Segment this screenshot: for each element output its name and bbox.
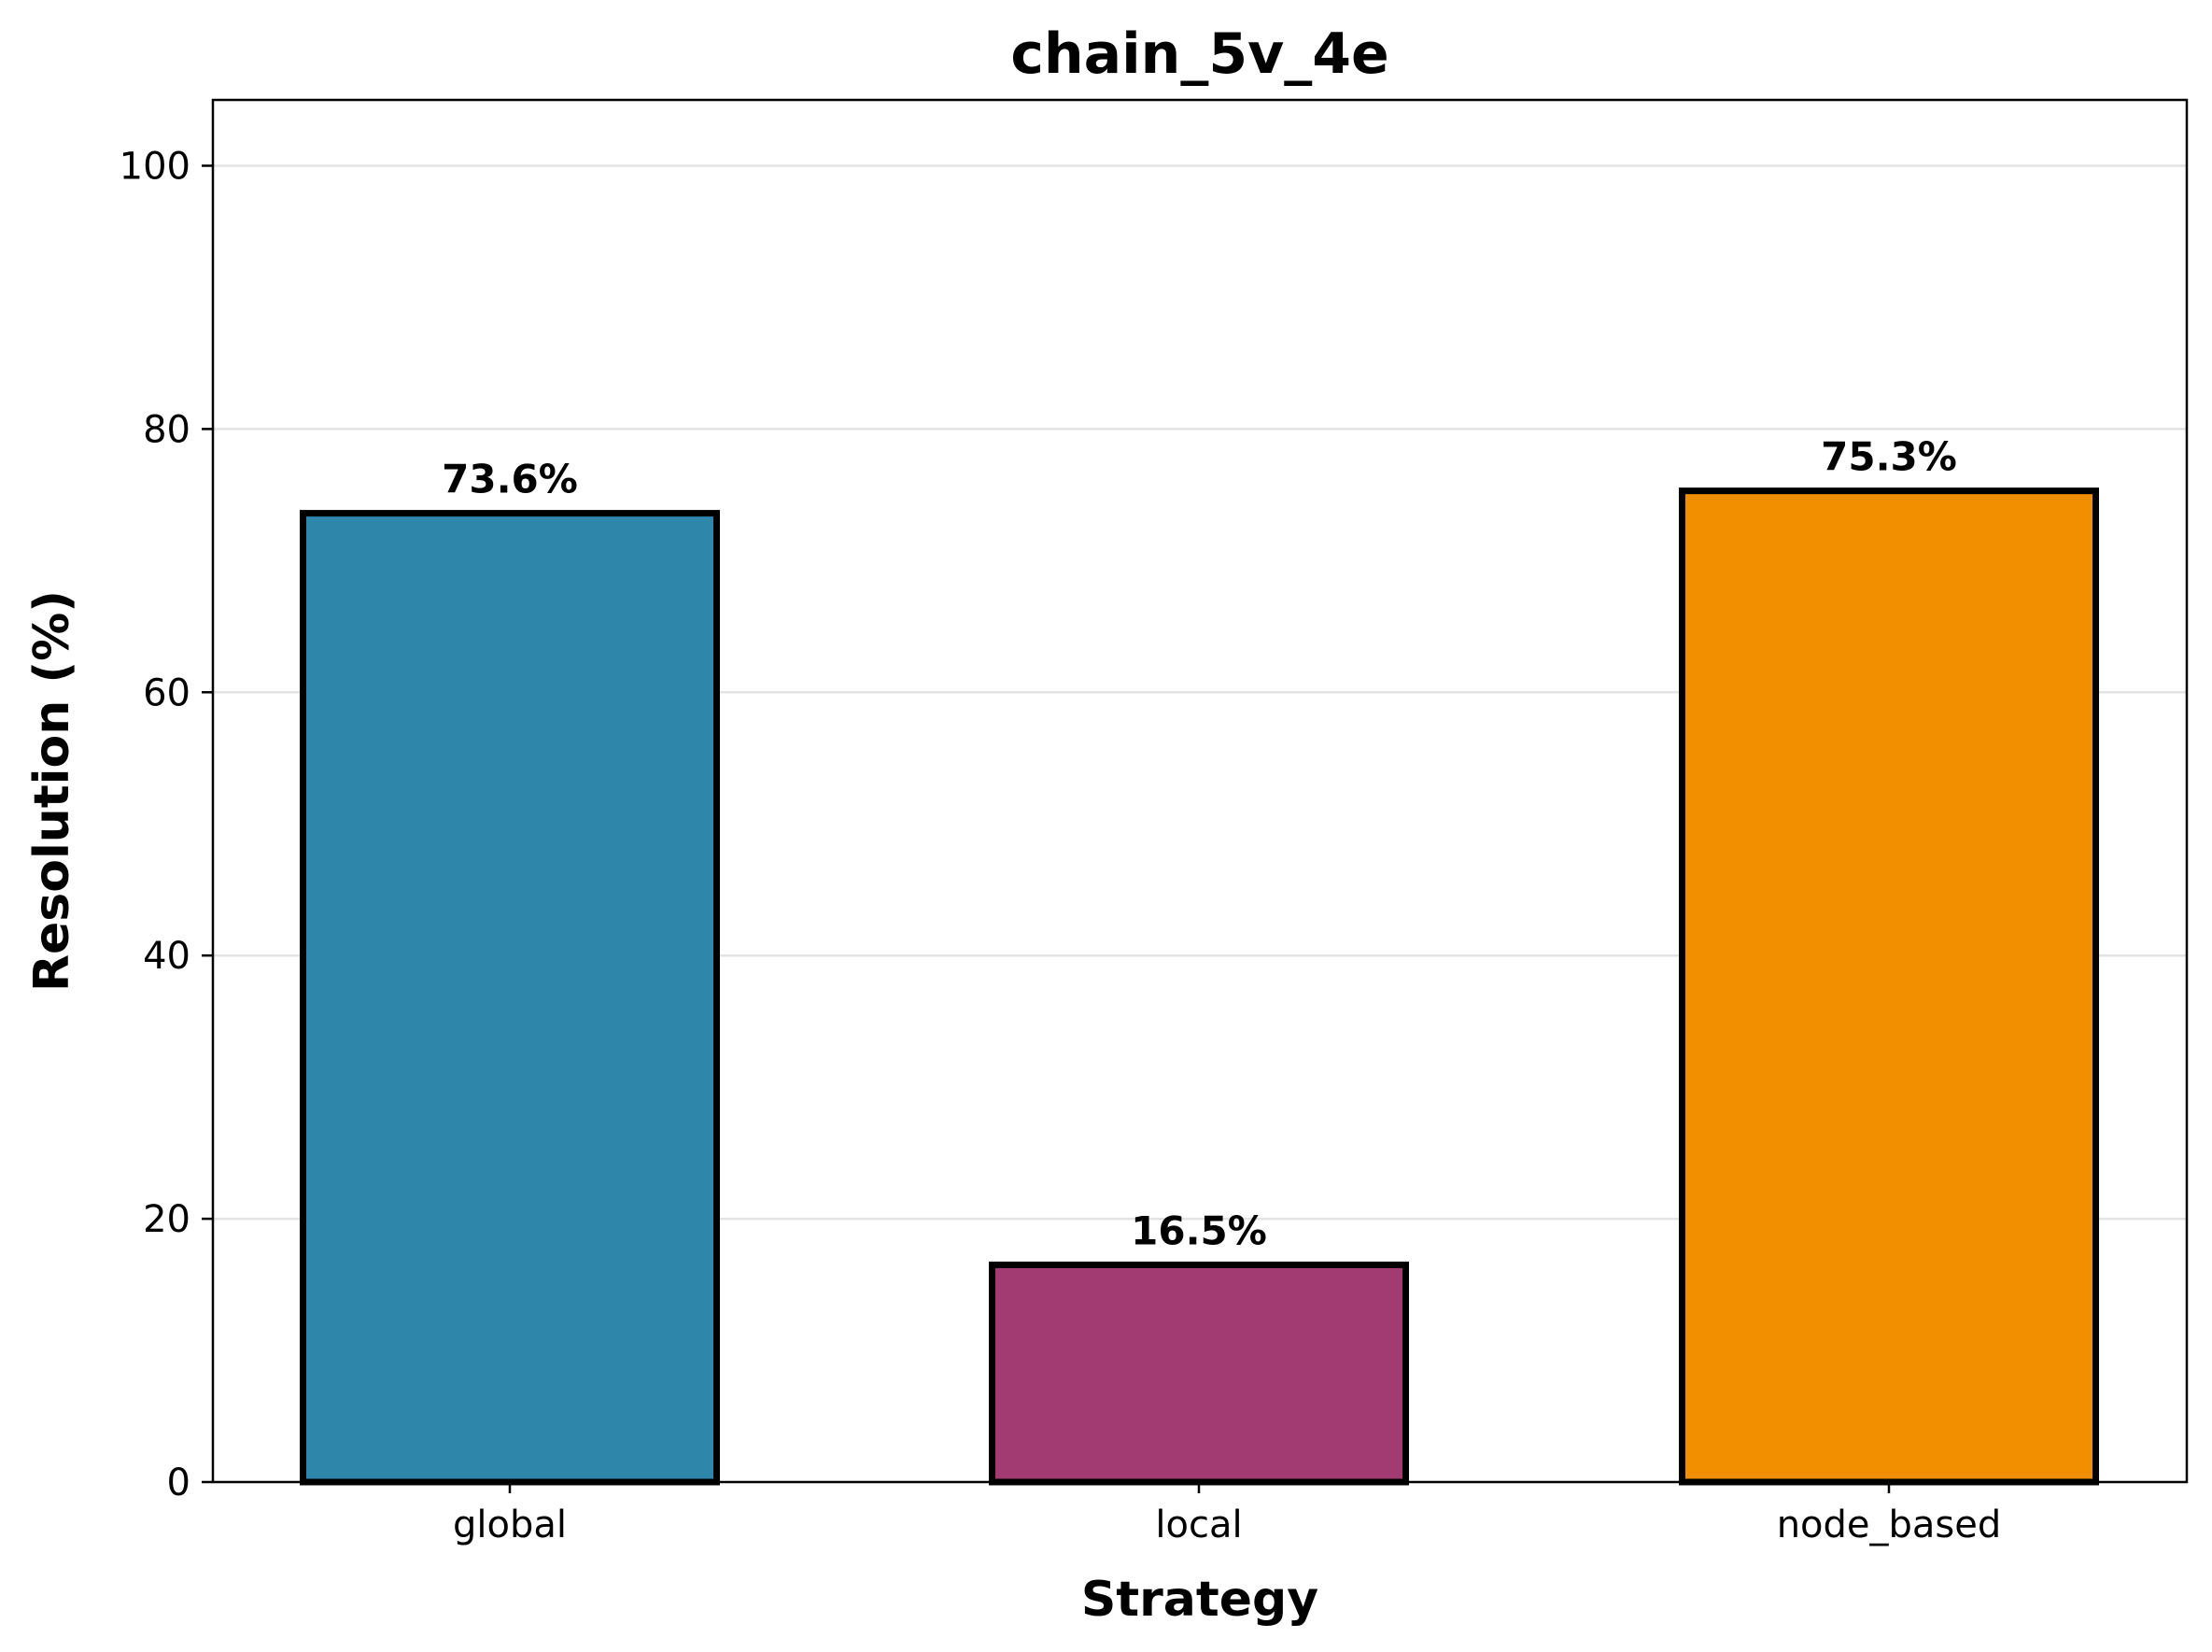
y-tick-label: 80 bbox=[143, 408, 190, 451]
y-tick-label: 100 bbox=[120, 145, 190, 188]
y-axis-title: Resolution (%) bbox=[24, 590, 80, 992]
bar-local bbox=[989, 1261, 1409, 1486]
y-axis-ticks: 0 20 40 60 80 100 bbox=[120, 145, 213, 1504]
y-tick-label: 60 bbox=[143, 671, 190, 714]
bars bbox=[300, 487, 2099, 1486]
data-label: 16.5% bbox=[1131, 1207, 1267, 1253]
x-tick-label: global bbox=[453, 1504, 567, 1546]
y-tick-label: 40 bbox=[143, 935, 190, 978]
y-tick-label: 0 bbox=[167, 1461, 190, 1504]
x-axis-title: Strategy bbox=[1081, 1572, 1318, 1628]
bar-node-based bbox=[1679, 487, 2099, 1486]
data-label: 75.3% bbox=[1821, 434, 1957, 480]
x-axis-ticks: global local node_based bbox=[453, 1482, 2001, 1546]
x-tick-label: node_based bbox=[1777, 1504, 2002, 1546]
x-tick-label: local bbox=[1155, 1504, 1242, 1546]
data-labels: 73.6% 16.5% 75.3% bbox=[442, 434, 1957, 1254]
y-tick-label: 20 bbox=[143, 1198, 190, 1241]
bar-global bbox=[300, 510, 720, 1486]
chart-title: chain_5v_4e bbox=[1010, 21, 1388, 87]
data-label: 73.6% bbox=[442, 457, 578, 502]
